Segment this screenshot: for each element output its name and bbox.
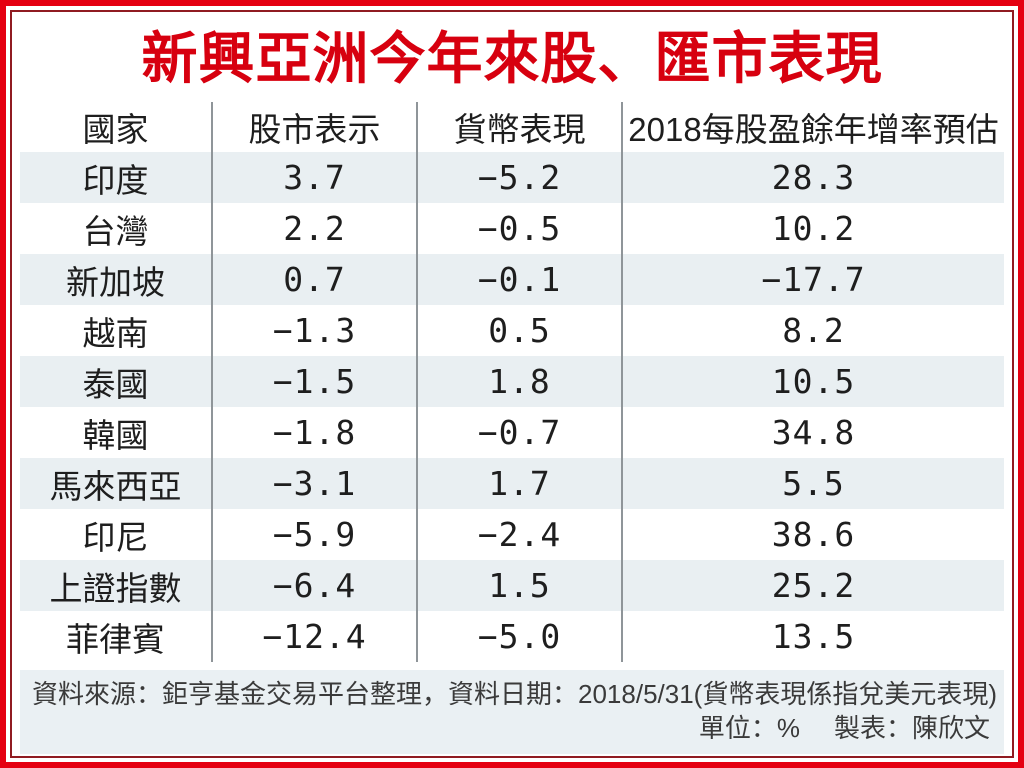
- country-cell: 新加坡: [20, 254, 213, 305]
- page-title: 新興亞洲今年來股、匯市表現: [141, 27, 883, 90]
- eps-cell: 13.5: [771, 617, 856, 656]
- col-header-eps: 2018每股盈餘年增率預估: [622, 102, 1004, 152]
- country-cell: 印度: [20, 152, 213, 203]
- table-row: 台灣 2.2 −0.5 10.2: [20, 203, 1004, 254]
- source-line: 資料來源：鉅亨基金交易平台整理，資料日期：2018/5/31(貨幣表現係指兌美元…: [32, 679, 997, 709]
- country-cell: 韓國: [20, 407, 213, 458]
- table-row: 上證指數 −6.4 1.5 25.2: [20, 560, 1004, 611]
- eps-cell: 28.3: [622, 152, 1004, 203]
- country-cell: 菲律賓: [20, 611, 213, 662]
- eps-cell: 8.2: [782, 311, 845, 350]
- stock-cell: −12.4: [212, 611, 418, 662]
- country-cell: 印尼: [20, 509, 213, 560]
- table-row: 新加坡 0.7 −0.1 −17.7: [20, 254, 1004, 305]
- currency-cell: −2.4: [417, 509, 623, 560]
- stock-cell: −1.5: [212, 356, 418, 407]
- country-cell: 馬來西亞: [20, 458, 213, 509]
- table-header: 國家 股市表示 貨幣表現 2018每股盈餘年增率預估: [20, 102, 1004, 152]
- credit-label: 製表：陳欣文: [833, 713, 990, 743]
- eps-cell: 10.5: [622, 356, 1004, 407]
- currency-cell: 1.5: [417, 560, 623, 611]
- footer-note: 資料來源：鉅亨基金交易平台整理，資料日期：2018/5/31(貨幣表現係指兌美元…: [20, 670, 1004, 754]
- unit-label: 單位：%: [698, 713, 800, 743]
- eps-cell: 25.2: [622, 560, 1004, 611]
- eps-cell: −17.7: [622, 254, 1004, 305]
- col-header-stock: 股市表示: [212, 102, 418, 152]
- currency-cell: 1.8: [417, 356, 623, 407]
- stock-cell: 0.7: [212, 254, 418, 305]
- table-body: 印度 3.7 −5.2 28.3 台灣 2.2 −0.5 10.2 新加坡 0.…: [20, 152, 1004, 662]
- stock-cell: −6.4: [212, 560, 418, 611]
- eps-cell: 38.6: [771, 515, 856, 554]
- eps-cell: 34.8: [771, 413, 856, 452]
- country-cell: 台灣: [20, 203, 213, 254]
- eps-cell: 10.2: [771, 209, 856, 248]
- country-cell: 上證指數: [20, 560, 213, 611]
- currency-cell: 0.5: [417, 305, 623, 356]
- eps-cell: 5.5: [622, 458, 1004, 509]
- header-row: 國家 股市表示 貨幣表現 2018每股盈餘年增率預估: [20, 102, 1004, 152]
- table-row: 馬來西亞 −3.1 1.7 5.5: [20, 458, 1004, 509]
- col-header-currency: 貨幣表現: [417, 102, 623, 152]
- table-row: 越南 −1.3 0.5 8.2: [20, 305, 1004, 356]
- country-cell: 泰國: [20, 356, 213, 407]
- currency-cell: −5.2: [417, 152, 623, 203]
- stock-cell: 2.2: [212, 203, 418, 254]
- table-row: 泰國 −1.5 1.8 10.5: [20, 356, 1004, 407]
- currency-cell: −0.5: [417, 203, 623, 254]
- unit-credit-line: 單位：% 製表：陳欣文: [32, 712, 990, 744]
- inner-maroon-frame: 新興亞洲今年來股、匯市表現 國家 股市表示 貨幣表現 2018每股盈餘年增率預估…: [10, 10, 1014, 758]
- country-cell: 越南: [20, 305, 213, 356]
- currency-cell: −5.0: [417, 611, 623, 662]
- stock-cell: −3.1: [212, 458, 418, 509]
- table-row: 印尼 −5.9 −2.4 38.6: [20, 509, 1004, 560]
- currency-cell: 1.7: [417, 458, 623, 509]
- col-header-country: 國家: [20, 102, 213, 152]
- currency-cell: −0.1: [417, 254, 623, 305]
- table-row: 韓國 −1.8 −0.7 34.8: [20, 407, 1004, 458]
- stock-cell: −1.8: [212, 407, 418, 458]
- currency-cell: −0.7: [417, 407, 623, 458]
- stock-cell: −1.3: [212, 305, 418, 356]
- table-row: 印度 3.7 −5.2 28.3: [20, 152, 1004, 203]
- table-row: 菲律賓 −12.4 −5.0 13.5: [20, 611, 1004, 662]
- stock-cell: −5.9: [212, 509, 418, 560]
- stock-cell: 3.7: [212, 152, 418, 203]
- performance-table: 國家 股市表示 貨幣表現 2018每股盈餘年增率預估 印度 3.7 −5.2 2…: [20, 102, 1004, 662]
